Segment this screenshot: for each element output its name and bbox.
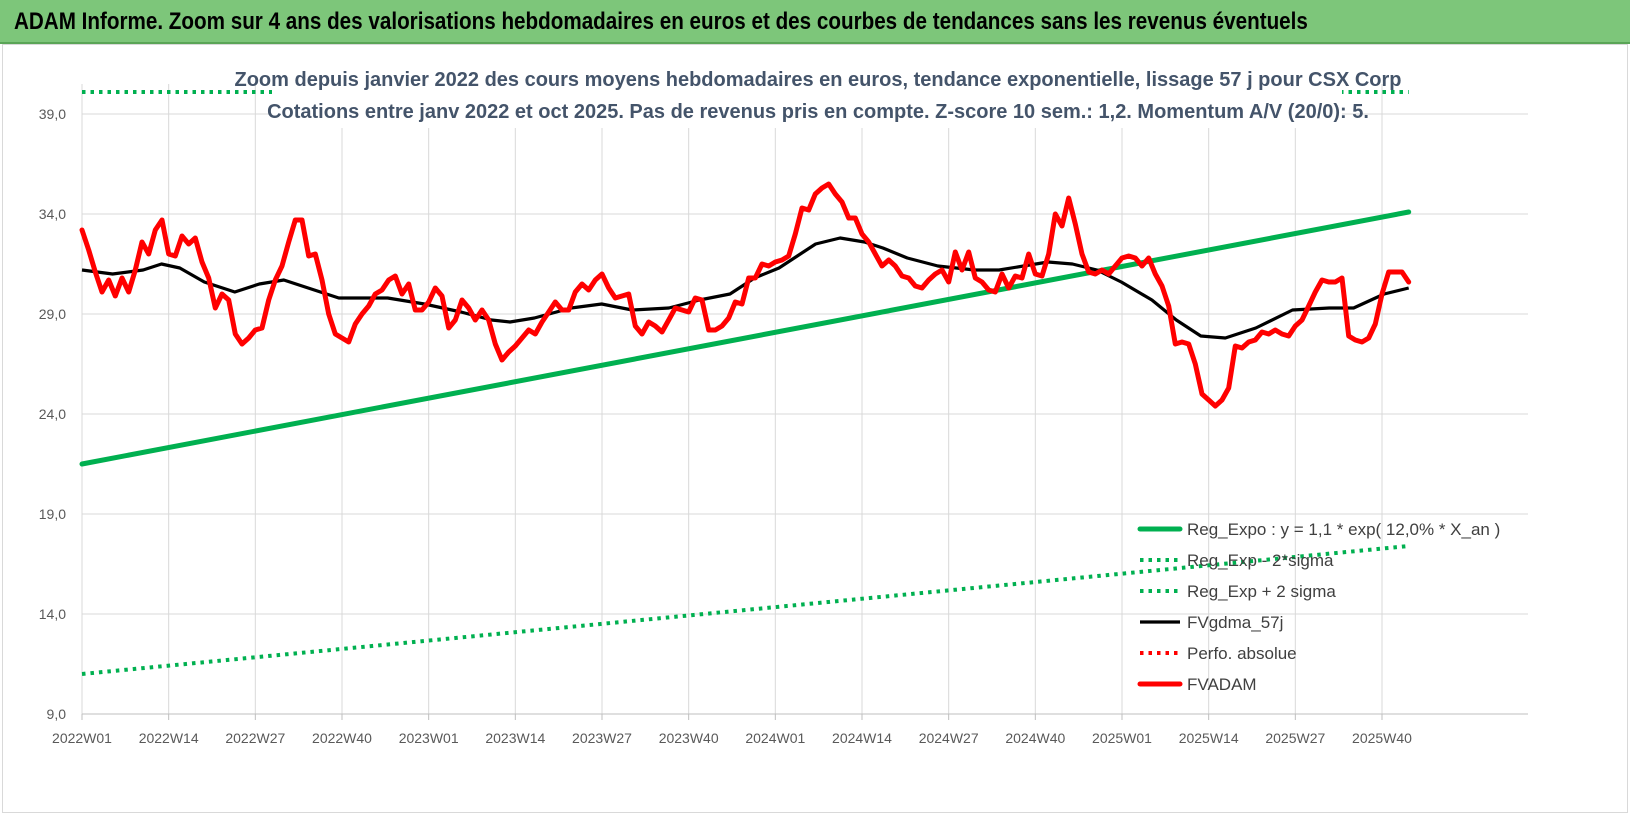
x-tick-label: 2025W40	[1352, 730, 1412, 746]
legend-label: Reg_Exp - 2*sigma	[1187, 551, 1334, 570]
series-line-reg-expo-y-1-1-exp-12-0-x-an	[79, 209, 1412, 467]
x-tick-label: 2025W01	[1092, 730, 1152, 746]
x-tick-label: 2024W40	[1005, 730, 1065, 746]
legend-label: Reg_Exp + 2 sigma	[1187, 582, 1336, 601]
y-tick-label: 29,0	[39, 306, 66, 322]
chart-title: Zoom depuis janvier 2022 des cours moyen…	[234, 69, 1401, 91]
x-tick-label: 2024W01	[745, 730, 805, 746]
y-tick-label: 14,0	[39, 606, 66, 622]
series-line-reg-exp-2-sigma	[81, 544, 1409, 676]
y-tick-label: 34,0	[39, 206, 66, 222]
legend-label: FVADAM	[1187, 675, 1257, 694]
chart-area	[2, 44, 1628, 813]
chart-subtitle: Cotations entre janv 2022 et oct 2025. P…	[267, 101, 1369, 123]
x-tick-label: 2023W27	[572, 730, 632, 746]
chart-legend: Reg_Expo : y = 1,1 * exp( 12,0% * X_an )…	[1137, 520, 1500, 694]
legend-label: FVgdma_57j	[1187, 613, 1283, 632]
y-tick-label: 24,0	[39, 406, 66, 422]
x-tick-label: 2024W14	[832, 730, 892, 746]
x-tick-label: 2023W14	[485, 730, 545, 746]
chart-axes: 9,0 14,0 19,0 24,0 29,0 34,0 39,0 2022W01 2022W1…	[39, 106, 1528, 746]
title-backdrop	[272, 60, 1342, 128]
x-tick-label: 2023W01	[399, 730, 459, 746]
x-tick-label: 2022W01	[52, 730, 112, 746]
y-tick-label: 9,0	[47, 706, 67, 722]
series-line-fvadam	[79, 181, 1412, 409]
x-tick-label: 2025W14	[1179, 730, 1239, 746]
series-line-fvgdma-57j	[81, 236, 1410, 340]
legend-label: Reg_Expo : y = 1,1 * exp( 12,0% * X_an )	[1187, 520, 1500, 539]
x-tick-label: 2022W40	[312, 730, 372, 746]
header-bar: ADAM Informe. Zoom sur 4 ans des valoris…	[0, 0, 1630, 44]
y-tick-label: 19,0	[39, 506, 66, 522]
x-tick-label: 2025W27	[1265, 730, 1325, 746]
y-tick-label: 39,0	[39, 106, 66, 122]
x-tick-label: 2022W27	[225, 730, 285, 746]
x-tick-label: 2023W40	[659, 730, 719, 746]
page-title: ADAM Informe. Zoom sur 4 ans des valoris…	[14, 8, 1308, 35]
x-tick-label: 2022W14	[139, 730, 199, 746]
legend-label: Perfo. absolue	[1187, 644, 1297, 663]
chart-gridlines	[81, 84, 1528, 715]
x-tick-label: 2024W27	[919, 730, 979, 746]
